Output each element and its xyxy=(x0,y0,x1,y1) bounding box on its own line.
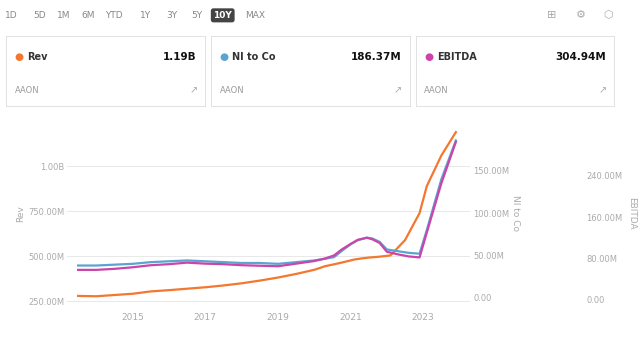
Text: ⬡: ⬡ xyxy=(603,10,613,20)
Text: 186.37M: 186.37M xyxy=(351,52,401,62)
Text: ⚙: ⚙ xyxy=(576,10,586,20)
Text: 304.94M: 304.94M xyxy=(556,52,606,62)
Text: ↗: ↗ xyxy=(189,85,197,95)
Text: YTD: YTD xyxy=(105,11,123,20)
Text: 1Y: 1Y xyxy=(140,11,152,20)
Y-axis label: EBITDA: EBITDA xyxy=(627,197,636,229)
Text: 6M: 6M xyxy=(81,11,95,20)
Y-axis label: Rev: Rev xyxy=(17,205,26,222)
Text: AAON: AAON xyxy=(424,86,449,95)
Text: ⊞: ⊞ xyxy=(547,10,556,20)
Text: AAON: AAON xyxy=(15,86,39,95)
Text: ↗: ↗ xyxy=(599,85,607,95)
Text: MAX: MAX xyxy=(244,11,265,20)
Text: 5Y: 5Y xyxy=(191,11,203,20)
Text: ●: ● xyxy=(15,52,24,62)
Text: EBITDA: EBITDA xyxy=(437,52,477,62)
Text: ●: ● xyxy=(424,52,433,62)
Text: 1.19B: 1.19B xyxy=(163,52,196,62)
Y-axis label: NI to Co: NI to Co xyxy=(511,195,520,231)
Text: 1D: 1D xyxy=(5,11,18,20)
Text: ●: ● xyxy=(220,52,228,62)
Text: 3Y: 3Y xyxy=(166,11,177,20)
Text: Rev: Rev xyxy=(28,52,48,62)
Text: AAON: AAON xyxy=(220,86,244,95)
Text: NI to Co: NI to Co xyxy=(232,52,276,62)
Text: ↗: ↗ xyxy=(394,85,402,95)
Text: 10Y: 10Y xyxy=(213,11,232,20)
Text: 1M: 1M xyxy=(57,11,71,20)
Text: 5D: 5D xyxy=(33,11,46,20)
